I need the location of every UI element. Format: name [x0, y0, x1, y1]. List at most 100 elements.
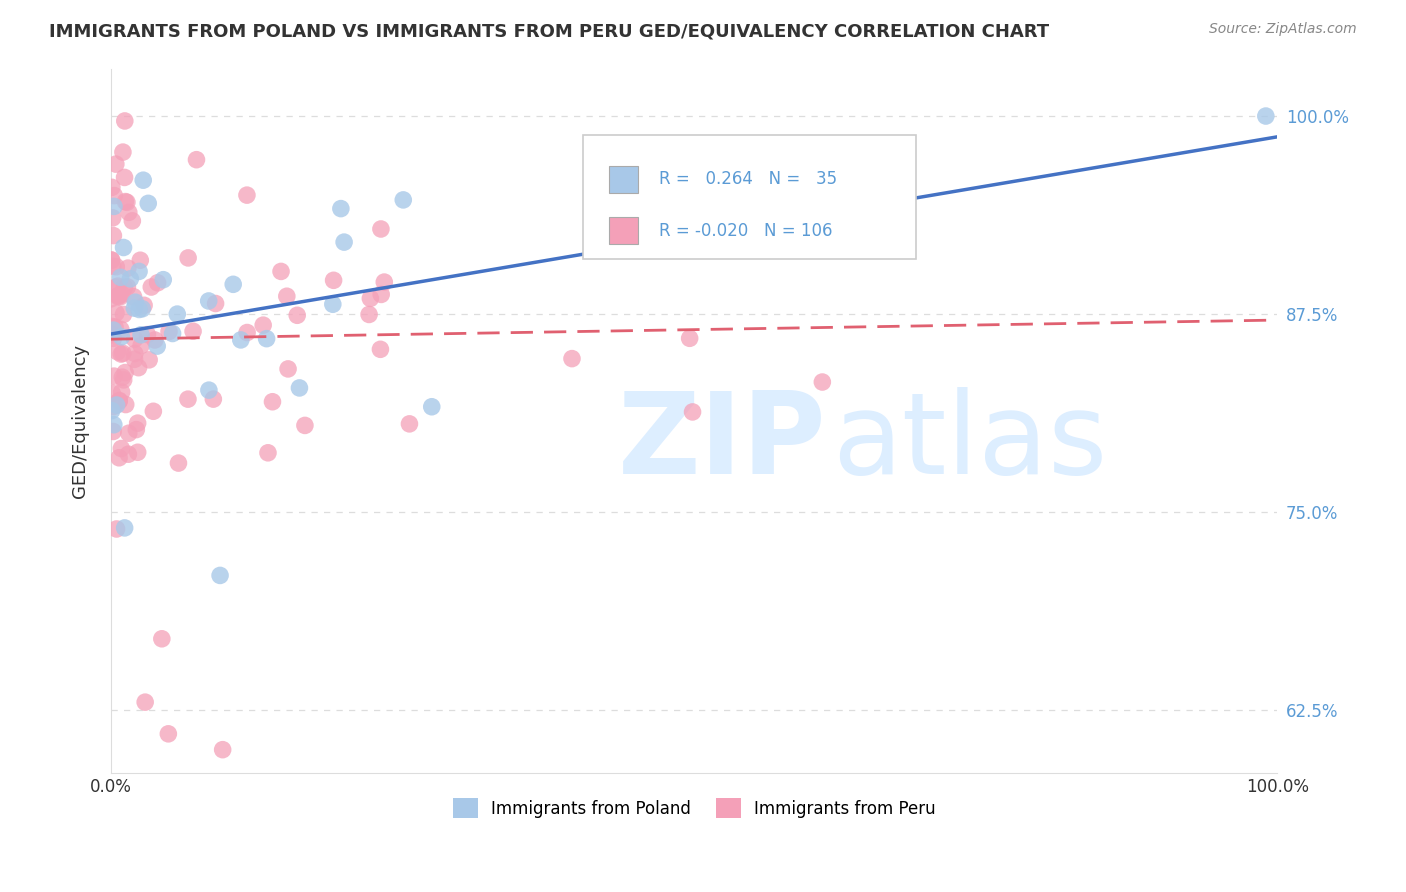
Point	[146, 339, 169, 353]
Point	[104, 320, 127, 334]
Point	[128, 302, 150, 317]
Point	[177, 392, 200, 406]
Point	[392, 193, 415, 207]
Point	[114, 398, 136, 412]
Point	[124, 332, 146, 346]
Point	[111, 346, 134, 360]
Point	[811, 375, 834, 389]
Point	[373, 275, 395, 289]
FancyBboxPatch shape	[583, 136, 915, 259]
Point	[111, 145, 134, 160]
Text: ZIP: ZIP	[619, 386, 827, 498]
Point	[198, 383, 221, 397]
Point	[420, 400, 443, 414]
Point	[101, 319, 124, 334]
Point	[108, 450, 131, 465]
Point	[103, 369, 125, 384]
Point	[127, 416, 149, 430]
Point	[121, 214, 143, 228]
Point	[103, 417, 125, 432]
Point	[105, 260, 128, 274]
Point	[561, 351, 583, 366]
Point	[157, 727, 180, 741]
Point	[127, 445, 149, 459]
Point	[101, 180, 124, 194]
Point	[100, 253, 122, 268]
FancyBboxPatch shape	[609, 218, 638, 244]
Point	[202, 392, 225, 406]
Point	[114, 366, 136, 380]
Point	[186, 153, 208, 167]
Point	[129, 253, 152, 268]
Point	[136, 327, 159, 342]
Point	[276, 289, 298, 303]
Point	[118, 205, 141, 219]
Point	[112, 373, 135, 387]
Point	[111, 370, 134, 384]
Point	[262, 394, 284, 409]
Point	[111, 385, 134, 400]
Point	[142, 404, 165, 418]
Point	[107, 279, 129, 293]
Point	[162, 326, 184, 341]
Point	[257, 446, 280, 460]
Point	[682, 405, 704, 419]
Point	[100, 292, 122, 306]
Point	[197, 293, 219, 308]
Point	[222, 277, 245, 292]
Point	[114, 521, 136, 535]
Point	[117, 261, 139, 276]
Point	[294, 418, 316, 433]
Point	[103, 188, 125, 202]
Point	[114, 194, 136, 209]
Point	[110, 270, 132, 285]
Point	[105, 522, 128, 536]
Point	[370, 287, 392, 301]
Point	[157, 325, 180, 339]
Point	[236, 188, 259, 202]
Point	[146, 276, 169, 290]
Point	[256, 332, 278, 346]
Point	[138, 352, 160, 367]
Point	[118, 426, 141, 441]
Text: R =   0.264   N =   35: R = 0.264 N = 35	[659, 170, 837, 188]
Point	[100, 328, 122, 343]
Point	[114, 280, 136, 294]
Point	[132, 173, 155, 187]
Point	[103, 400, 125, 414]
Point	[112, 308, 135, 322]
Point	[108, 290, 131, 304]
Point	[181, 324, 204, 338]
Point	[101, 386, 124, 401]
Point	[110, 330, 132, 344]
Point	[150, 632, 173, 646]
Point	[101, 425, 124, 439]
Point	[101, 211, 124, 225]
Point	[112, 240, 135, 254]
Point	[322, 297, 344, 311]
Point	[124, 352, 146, 367]
Text: atlas: atlas	[832, 386, 1107, 498]
Point	[114, 114, 136, 128]
Point	[114, 170, 136, 185]
Point	[134, 298, 156, 312]
Point	[122, 290, 145, 304]
Point	[277, 362, 299, 376]
Point	[110, 287, 132, 301]
Point	[141, 280, 163, 294]
Point	[166, 307, 188, 321]
Point	[209, 568, 232, 582]
Point	[124, 301, 146, 315]
FancyBboxPatch shape	[609, 166, 638, 193]
Point	[128, 360, 150, 375]
Point	[124, 295, 146, 310]
Point	[110, 322, 132, 336]
Point	[101, 403, 124, 417]
Point	[107, 288, 129, 302]
Point	[288, 381, 311, 395]
Point	[370, 222, 392, 236]
Point	[398, 417, 420, 431]
Point	[370, 343, 392, 357]
Point	[828, 207, 851, 221]
Point	[101, 260, 124, 274]
